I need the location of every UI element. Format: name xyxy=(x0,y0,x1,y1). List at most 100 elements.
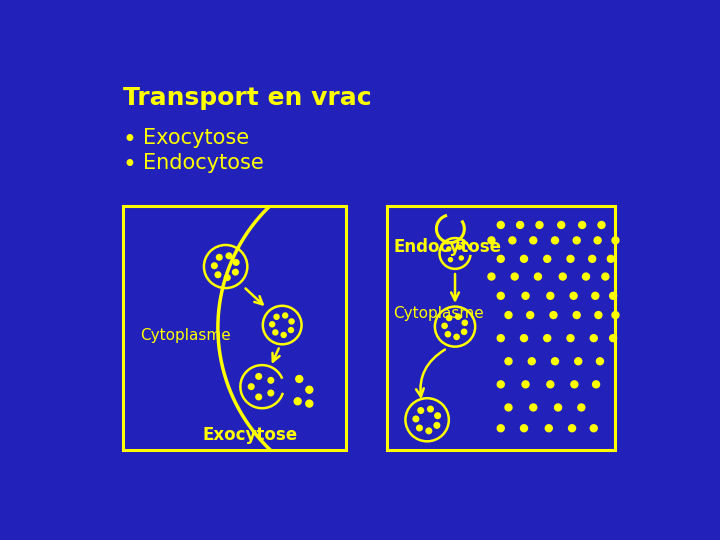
Text: •: • xyxy=(122,128,136,152)
Circle shape xyxy=(426,428,431,434)
Text: Exocytose: Exocytose xyxy=(143,128,249,148)
Circle shape xyxy=(592,292,599,299)
Circle shape xyxy=(527,312,534,319)
Circle shape xyxy=(233,269,238,275)
Circle shape xyxy=(428,406,433,412)
Circle shape xyxy=(454,334,459,340)
Circle shape xyxy=(590,425,597,431)
Circle shape xyxy=(509,237,516,244)
Circle shape xyxy=(505,358,512,365)
Circle shape xyxy=(498,335,504,342)
Circle shape xyxy=(269,322,274,327)
Circle shape xyxy=(522,292,529,299)
Circle shape xyxy=(578,404,585,411)
Circle shape xyxy=(283,313,288,318)
Circle shape xyxy=(446,247,451,251)
Circle shape xyxy=(521,425,528,431)
Circle shape xyxy=(226,253,232,259)
Circle shape xyxy=(550,312,557,319)
Circle shape xyxy=(567,335,574,342)
Circle shape xyxy=(544,335,551,342)
Circle shape xyxy=(552,237,559,244)
Circle shape xyxy=(505,404,512,411)
Circle shape xyxy=(558,221,564,228)
Circle shape xyxy=(589,255,595,262)
Text: Endocytose: Endocytose xyxy=(393,238,501,256)
Text: •: • xyxy=(122,153,136,177)
Circle shape xyxy=(212,263,217,268)
Circle shape xyxy=(530,237,537,244)
Circle shape xyxy=(445,332,451,337)
Circle shape xyxy=(573,237,580,244)
Circle shape xyxy=(459,256,463,260)
Circle shape xyxy=(571,381,578,388)
Circle shape xyxy=(596,358,603,365)
Circle shape xyxy=(456,314,461,319)
Circle shape xyxy=(593,381,600,388)
Circle shape xyxy=(547,381,554,388)
Circle shape xyxy=(413,416,419,422)
Circle shape xyxy=(536,221,543,228)
Circle shape xyxy=(417,425,422,431)
Circle shape xyxy=(590,335,597,342)
Circle shape xyxy=(511,273,518,280)
Circle shape xyxy=(498,221,504,228)
Circle shape xyxy=(488,237,495,244)
Circle shape xyxy=(610,292,616,299)
Text: Endocytose: Endocytose xyxy=(143,153,264,173)
Circle shape xyxy=(434,423,440,428)
Text: Transport en vrac: Transport en vrac xyxy=(122,86,372,110)
Circle shape xyxy=(225,275,230,280)
Circle shape xyxy=(498,292,504,299)
Circle shape xyxy=(498,255,504,262)
Circle shape xyxy=(582,273,590,280)
Circle shape xyxy=(570,292,577,299)
Circle shape xyxy=(569,425,575,431)
Circle shape xyxy=(602,273,609,280)
Circle shape xyxy=(498,425,504,431)
Circle shape xyxy=(530,404,537,411)
Circle shape xyxy=(462,320,467,326)
Circle shape xyxy=(528,358,535,365)
Circle shape xyxy=(274,314,279,319)
Circle shape xyxy=(554,404,562,411)
Circle shape xyxy=(612,312,619,319)
Circle shape xyxy=(442,323,447,328)
Text: Cytoplasme: Cytoplasme xyxy=(140,328,231,343)
Circle shape xyxy=(567,255,574,262)
Circle shape xyxy=(248,384,254,389)
Circle shape xyxy=(534,273,541,280)
Circle shape xyxy=(579,221,585,228)
Circle shape xyxy=(575,358,582,365)
Circle shape xyxy=(547,292,554,299)
Circle shape xyxy=(517,221,523,228)
Bar xyxy=(122,206,346,450)
Circle shape xyxy=(522,381,529,388)
Circle shape xyxy=(446,315,451,321)
Circle shape xyxy=(289,319,294,324)
Circle shape xyxy=(306,386,312,393)
Circle shape xyxy=(256,374,261,379)
Circle shape xyxy=(559,273,566,280)
Circle shape xyxy=(306,400,312,407)
Circle shape xyxy=(217,254,222,260)
Circle shape xyxy=(505,312,512,319)
Circle shape xyxy=(521,255,528,262)
Circle shape xyxy=(449,258,452,262)
Circle shape xyxy=(552,358,559,365)
Circle shape xyxy=(488,273,495,280)
Text: Exocytose: Exocytose xyxy=(202,426,297,444)
Circle shape xyxy=(296,375,302,382)
Circle shape xyxy=(215,272,221,278)
Circle shape xyxy=(273,330,278,335)
Circle shape xyxy=(268,390,274,396)
Circle shape xyxy=(594,237,601,244)
Circle shape xyxy=(595,312,602,319)
Circle shape xyxy=(607,255,614,262)
Circle shape xyxy=(462,329,467,334)
Circle shape xyxy=(435,413,441,418)
Text: Cytoplasme: Cytoplasme xyxy=(393,306,484,321)
Circle shape xyxy=(268,377,274,383)
Circle shape xyxy=(233,260,239,265)
Circle shape xyxy=(256,394,261,400)
